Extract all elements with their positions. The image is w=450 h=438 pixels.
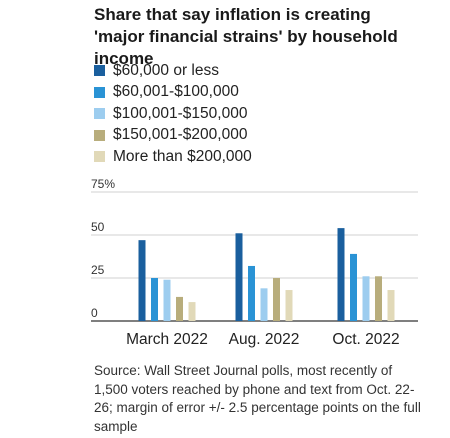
x-category-label: March 2022 xyxy=(126,331,208,348)
bar xyxy=(273,278,280,321)
legend-item: $60,000 or less xyxy=(94,60,252,82)
y-tick-label: 50 xyxy=(91,220,105,234)
bar xyxy=(176,296,183,321)
chart-title: Share that say inflation is creating 'ma… xyxy=(94,5,398,68)
legend-swatch xyxy=(94,108,105,120)
legend: $60,000 or less $60,001-$100,000 $100,00… xyxy=(94,60,252,168)
legend-label: $60,000 or less xyxy=(113,61,219,79)
legend-label: $100,001-$150,000 xyxy=(113,104,248,122)
bar xyxy=(375,276,382,321)
x-category-label: Oct. 2022 xyxy=(332,331,399,348)
bar xyxy=(260,288,268,321)
bar xyxy=(285,290,293,321)
y-tick-label: 75% xyxy=(91,177,115,191)
bar-chart: 0 25 50 75% March 2022 Aug. 2022 Oct. 2022 xyxy=(91,177,418,348)
legend-item: $60,001-$100,000 xyxy=(94,82,252,104)
bar xyxy=(248,265,255,321)
legend-label: $60,001-$100,000 xyxy=(113,83,239,101)
legend-item: $100,001-$150,000 xyxy=(94,103,252,125)
y-tick-label: 0 xyxy=(91,306,98,320)
bar xyxy=(337,228,345,321)
bar xyxy=(188,302,196,321)
bar xyxy=(163,279,171,321)
legend-swatch xyxy=(94,65,105,77)
bar xyxy=(235,233,243,321)
bar xyxy=(151,278,158,321)
bar xyxy=(138,240,146,321)
bar xyxy=(387,290,395,321)
legend-swatch xyxy=(94,151,105,163)
legend-item: $150,001-$200,000 xyxy=(94,125,252,147)
legend-label: More than $200,000 xyxy=(113,147,252,165)
source-note: Source: Wall Street Journal polls, most … xyxy=(94,363,421,434)
x-category-label: Aug. 2022 xyxy=(229,331,300,348)
legend-item: More than $200,000 xyxy=(94,146,252,168)
y-tick-label: 25 xyxy=(91,263,105,277)
legend-swatch xyxy=(94,86,105,98)
legend-label: $150,001-$200,000 xyxy=(113,126,248,144)
legend-swatch xyxy=(94,129,105,141)
bar xyxy=(362,276,370,321)
bar xyxy=(350,253,357,321)
